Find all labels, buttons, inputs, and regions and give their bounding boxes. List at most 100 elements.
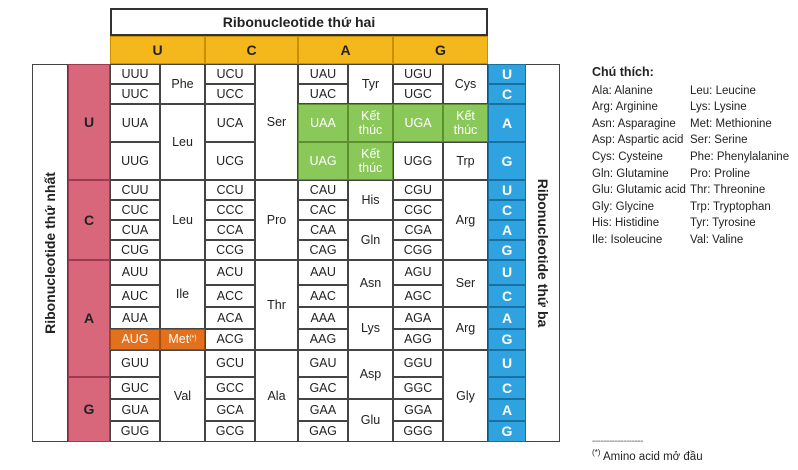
footnote: (*) Amino acid mở đầu (592, 448, 703, 463)
codon-CAC: CAC (298, 200, 348, 220)
codon-GUG: GUG (110, 421, 160, 442)
third-base-G: G (488, 240, 526, 260)
first-base-G: G (68, 377, 110, 442)
amino-ile: Ile (160, 260, 205, 329)
legend-item: Val: Valine (690, 233, 744, 246)
amino-arg1: Arg (443, 180, 488, 260)
codon-GUU: GUU (110, 350, 160, 377)
codon-ACU: ACU (205, 260, 255, 285)
amino-glu: Glu (348, 399, 393, 442)
legend-item: Phe: Phenylalanine (690, 150, 790, 163)
legend-item: Cys: Cysteine (592, 150, 663, 163)
codon-GGA: GGA (393, 399, 443, 421)
codon-ACG: ACG (205, 329, 255, 350)
legend-left-column: Ala: Alanine Arg: Arginine Asn: Asparagine… (592, 83, 690, 249)
codon-UCC: UCC (205, 84, 255, 104)
amino-lys: Lys (348, 307, 393, 350)
amino-ser1: Ser (255, 64, 298, 180)
third-base-C: C (488, 200, 526, 220)
legend-item: Thr: Threonine (690, 184, 766, 197)
legend-item: Ile: Isoleucine (592, 233, 663, 246)
amino-label: Met (168, 332, 190, 347)
amino-label: Val (173, 388, 192, 403)
codon-UUC: UUC (110, 84, 160, 104)
legend-item: Leu: Leucine (690, 84, 756, 97)
legend-item: Met: Methionine (690, 117, 772, 130)
first-nucleotide-label: Ribonucleotide thứ nhất (42, 172, 58, 334)
amino-label: Arg (455, 321, 476, 336)
codon-UAU: UAU (298, 64, 348, 84)
codon-CAG: CAG (298, 240, 348, 260)
amino-ala: Ala (255, 350, 298, 442)
first-base-U: U (68, 64, 110, 180)
second-base-U: U (110, 36, 205, 64)
codon-CAU: CAU (298, 180, 348, 200)
amino-stop1: Kết thúc (348, 104, 393, 142)
codon-ACC: ACC (205, 285, 255, 307)
third-base-A: A (488, 399, 526, 421)
codon-AUU: AUU (110, 260, 160, 285)
amino-phe: Phe (160, 64, 205, 104)
third-base-U: U (488, 64, 526, 84)
third-nucleotide-label-box (526, 64, 560, 442)
amino-label: His (361, 192, 380, 207)
legend: Chú thích: Ala: Alanine Arg: Arginine Asn:… (592, 64, 792, 249)
first-base-A: A (68, 260, 110, 377)
footnote-divider: ------------------ (592, 436, 643, 447)
legend-right-column: Leu: Leucine Lys: Lysine Met: Methionine Se… (690, 83, 789, 249)
second-nucleotide-title: Ribonucleotide thứ hai (110, 8, 488, 36)
legend-item: His: Histidine (592, 217, 660, 230)
codon-AUG: AUG (110, 329, 160, 350)
codon-CCC: CCC (205, 200, 255, 220)
amino-label: Thr (267, 297, 286, 312)
codon-AUC: AUC (110, 285, 160, 307)
codon-AGC: AGC (393, 285, 443, 307)
amino-label: Leu (172, 212, 193, 227)
codon-UAG: UAG (298, 142, 348, 180)
amino-label: Trp (456, 153, 475, 168)
amino-label: Lys (361, 321, 380, 336)
codon-CGU: CGU (393, 180, 443, 200)
codon-GCU: GCU (205, 350, 255, 377)
first-base-C: C (68, 180, 110, 260)
amino-label: Ser (455, 276, 476, 291)
legend-item: Gly: Glycine (592, 200, 654, 213)
legend-item: Trp: Tryptophan (690, 200, 771, 213)
codon-UAC: UAC (298, 84, 348, 104)
codon-CCU: CCU (205, 180, 255, 200)
amino-label: Asn (359, 276, 382, 291)
codon-AGU: AGU (393, 260, 443, 285)
amino-pro: Pro (255, 180, 298, 260)
codon-UGC: UGC (393, 84, 443, 104)
amino-thr: Thr (255, 260, 298, 350)
codon-UCU: UCU (205, 64, 255, 84)
codon-CCA: CCA (205, 220, 255, 240)
third-base-U: U (488, 350, 526, 377)
third-base-G: G (488, 142, 526, 180)
codon-AAG: AAG (298, 329, 348, 350)
amino-label: Asp (359, 367, 382, 382)
codon-GCA: GCA (205, 399, 255, 421)
codon-UUG: UUG (110, 142, 160, 180)
amino-label: Kết thúc (358, 108, 383, 137)
codon-ACA: ACA (205, 307, 255, 329)
second-base-A: A (298, 36, 393, 64)
codon-UCG: UCG (205, 142, 255, 180)
amino-leu1: Leu (160, 104, 205, 180)
third-base-G: G (488, 421, 526, 442)
codon-CCG: CCG (205, 240, 255, 260)
codon-GGG: GGG (393, 421, 443, 442)
footnote-mark: (*) (592, 448, 601, 457)
codon-AUA: AUA (110, 307, 160, 329)
codon-CUU: CUU (110, 180, 160, 200)
amino-val: Val (160, 350, 205, 442)
legend-item: Asn: Asparagine (592, 117, 676, 130)
legend-item: Glu: Glutamic acid (592, 184, 686, 197)
codon-UGA: UGA (393, 104, 443, 142)
amino-label: Ile (175, 287, 190, 302)
amino-his: His (348, 180, 393, 220)
codon-AGA: AGA (393, 307, 443, 329)
codon-GAA: GAA (298, 399, 348, 421)
third-base-A: A (488, 307, 526, 329)
first-nucleotide-label-box (32, 64, 68, 442)
